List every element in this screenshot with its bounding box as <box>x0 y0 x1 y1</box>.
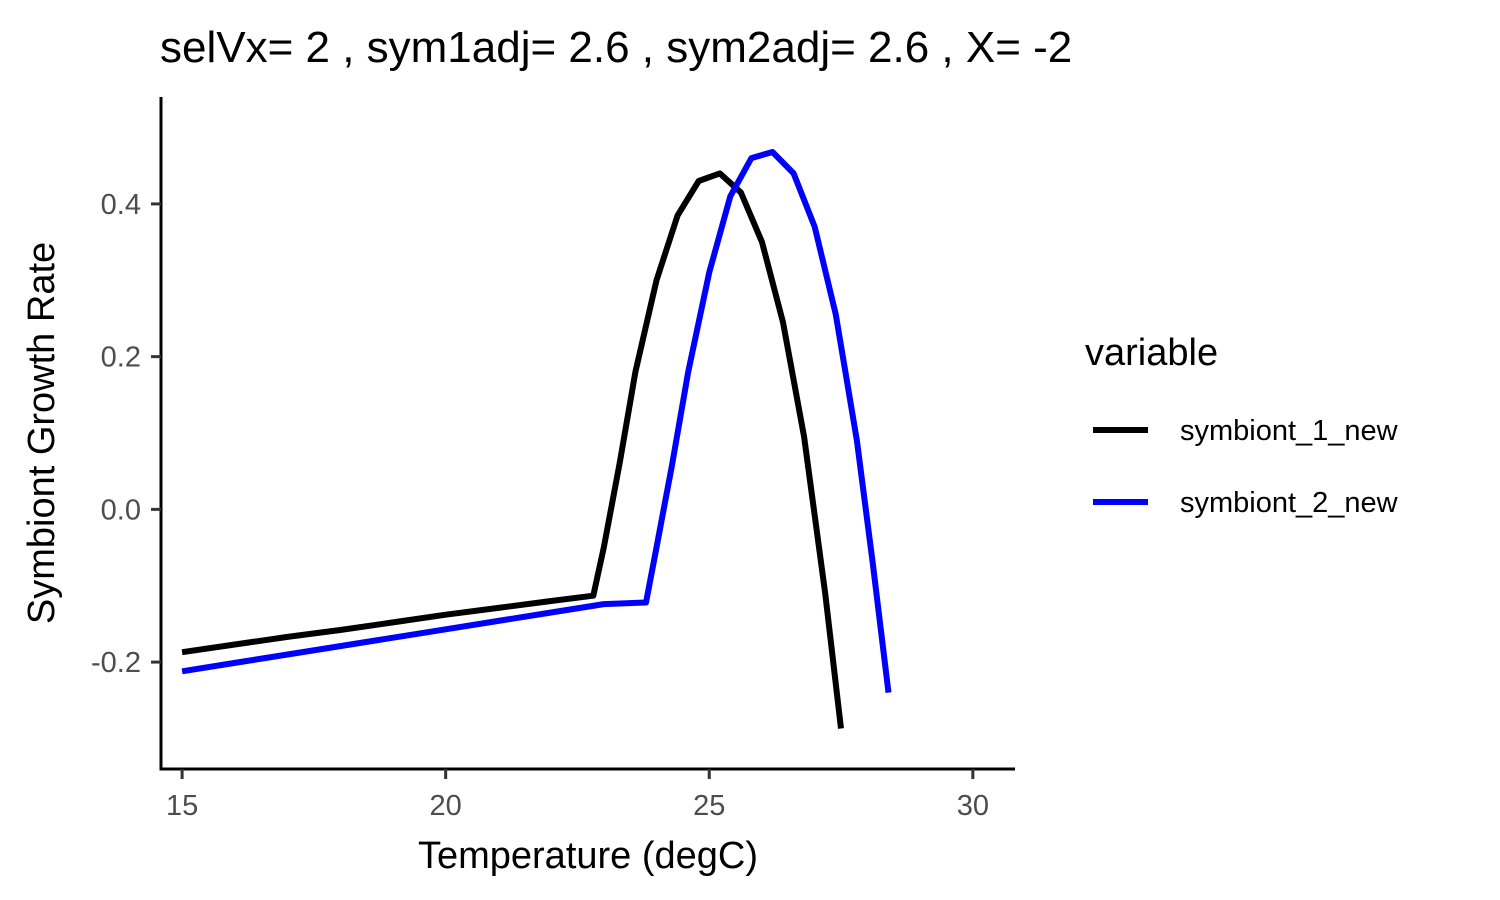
x-tick-label: 15 <box>166 790 198 822</box>
legend-items: symbiont_1_new symbiont_2_new <box>1093 415 1399 519</box>
legend-label-1: symbiont_1_new <box>1180 415 1399 447</box>
y-tick-label: -0.2 <box>91 647 141 679</box>
x-axis-ticks: 15 20 25 30 <box>166 769 989 822</box>
x-tick-label: 20 <box>430 790 462 822</box>
y-tick-label: 0.4 <box>101 189 141 221</box>
legend: variable symbiont_1_new symbiont_2_new <box>1085 332 1399 519</box>
y-axis-title: Symbiont Growth Rate <box>21 242 63 624</box>
chart-title: selVx= 2 , sym1adj= 2.6 , sym2adj= 2.6 ,… <box>160 23 1072 72</box>
series-line-2 <box>181 149 892 693</box>
plot-area <box>181 149 892 729</box>
x-axis-title: Temperature (degC) <box>418 835 758 877</box>
y-tick-label: 0.0 <box>101 494 141 526</box>
legend-label-2: symbiont_2_new <box>1180 487 1399 519</box>
legend-title: variable <box>1085 332 1218 374</box>
x-tick-label: 30 <box>957 790 989 822</box>
y-axis-ticks: -0.2 0.0 0.2 0.4 <box>91 189 161 679</box>
y-tick-label: 0.2 <box>101 342 141 374</box>
x-tick-label: 25 <box>693 790 725 822</box>
series-line-1 <box>181 170 844 729</box>
